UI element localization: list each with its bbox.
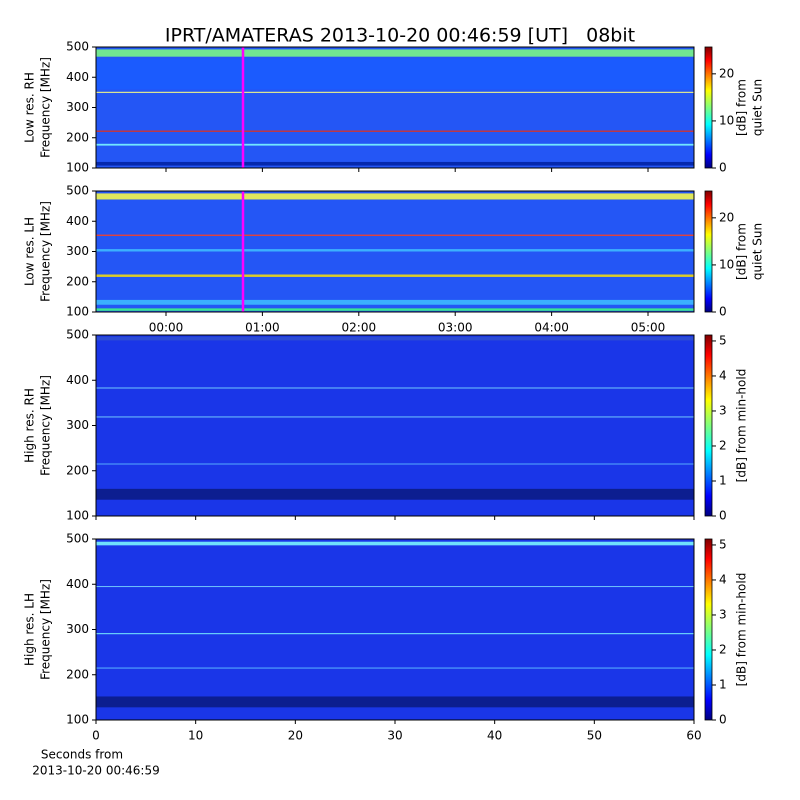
x-tick-label: 20 bbox=[288, 729, 303, 743]
x-tick-label: 05:00 bbox=[631, 321, 666, 335]
spectrogram-band bbox=[96, 667, 694, 669]
colorbar-tick-label: 10 bbox=[719, 113, 734, 127]
colorbar-tick-label: 3 bbox=[719, 403, 727, 417]
colorbar-label: [dB] from bbox=[735, 223, 749, 280]
y-axis-label: High res. LH bbox=[23, 593, 37, 666]
y-tick-label: 200 bbox=[66, 667, 89, 681]
y-tick-label: 300 bbox=[66, 622, 89, 636]
spectrogram-band bbox=[96, 234, 694, 237]
colorbar-tick-label: 0 bbox=[719, 713, 727, 727]
x-tick-label: 02:00 bbox=[342, 321, 377, 335]
colorbar bbox=[704, 538, 713, 721]
colorbar-tick-label: 1 bbox=[719, 473, 727, 487]
colorbar-tick-label: 0 bbox=[719, 305, 727, 319]
colorbar-tick-label: 4 bbox=[719, 368, 727, 382]
x-tick-label: 60 bbox=[686, 729, 701, 743]
x-tick-label: 03:00 bbox=[438, 321, 473, 335]
colorbar bbox=[704, 334, 713, 517]
y-tick-label: 200 bbox=[66, 130, 89, 144]
colorbar-tick-label: 10 bbox=[719, 257, 734, 271]
y-tick-label: 300 bbox=[66, 418, 89, 432]
x-axis-label: 2013-10-20 00:46:59 bbox=[32, 764, 159, 778]
y-tick-label: 500 bbox=[66, 532, 89, 546]
x-tick-label: 30 bbox=[387, 729, 402, 743]
y-tick-label: 500 bbox=[66, 184, 89, 198]
y-axis-label: Low res. LH bbox=[23, 217, 37, 286]
y-axis-label: Frequency [MHz] bbox=[39, 375, 53, 476]
y-tick-label: 400 bbox=[66, 373, 89, 387]
spectrogram-band bbox=[96, 299, 694, 305]
colorbar-tick-label: 2 bbox=[719, 642, 727, 656]
x-tick-label: 01:00 bbox=[245, 321, 280, 335]
y-tick-label: 400 bbox=[66, 70, 89, 84]
chart-title: IPRT/AMATERAS 2013-10-20 00:46:59 [UT] 0… bbox=[165, 25, 635, 47]
y-axis-label: Frequency [MHz] bbox=[39, 201, 53, 302]
x-tick-label: 00:00 bbox=[149, 321, 184, 335]
colorbar-label: [dB] from bbox=[735, 79, 749, 136]
y-tick-label: 300 bbox=[66, 100, 89, 114]
spectrogram-band bbox=[96, 488, 694, 500]
y-tick-label: 400 bbox=[66, 214, 89, 228]
spectrogram-band bbox=[96, 463, 694, 465]
y-axis-label: Low res. RH bbox=[23, 72, 37, 143]
y-tick-label: 100 bbox=[66, 509, 89, 523]
colorbar-tick-label: 2 bbox=[719, 438, 727, 452]
spectrogram bbox=[96, 539, 694, 720]
y-axis-label: High res. RH bbox=[23, 388, 37, 463]
spectrogram-band bbox=[96, 59, 694, 90]
colorbar-tick-label: 20 bbox=[719, 210, 734, 224]
spectrogram-band bbox=[96, 91, 694, 93]
spectrogram-band bbox=[96, 161, 694, 166]
x-tick-label: 50 bbox=[587, 729, 602, 743]
colorbar-label: quiet Sun bbox=[751, 79, 765, 136]
colorbar-tick-label: 4 bbox=[719, 572, 727, 586]
y-tick-label: 300 bbox=[66, 244, 89, 258]
colorbar-tick-label: 5 bbox=[719, 333, 727, 347]
spectrogram-band bbox=[96, 696, 694, 708]
colorbar-label: [dB] from min-hold bbox=[735, 369, 749, 483]
y-axis-label: Frequency [MHz] bbox=[39, 579, 53, 680]
y-tick-label: 400 bbox=[66, 577, 89, 591]
spectrogram-band bbox=[96, 308, 694, 311]
spectrogram-band bbox=[96, 49, 694, 57]
colorbar bbox=[704, 190, 713, 313]
colorbar-tick-label: 5 bbox=[719, 537, 727, 551]
x-axis-label: Seconds from bbox=[41, 748, 123, 762]
colorbar-tick-label: 0 bbox=[719, 161, 727, 175]
colorbar-tick-label: 20 bbox=[719, 66, 734, 80]
colorbar-tick-label: 3 bbox=[719, 607, 727, 621]
y-tick-label: 100 bbox=[66, 713, 89, 727]
y-tick-label: 100 bbox=[66, 161, 89, 175]
spectrogram bbox=[96, 335, 694, 516]
spectrogram-band bbox=[96, 541, 694, 546]
colorbar-label: quiet Sun bbox=[751, 223, 765, 280]
spectrogram-band bbox=[96, 193, 694, 200]
x-tick-label: 40 bbox=[487, 729, 502, 743]
colorbar bbox=[704, 46, 713, 169]
spectrogram-band bbox=[96, 249, 694, 252]
y-tick-label: 100 bbox=[66, 305, 89, 319]
colorbar-label: [dB] from min-hold bbox=[735, 573, 749, 687]
spectrogram-band bbox=[96, 416, 694, 418]
y-tick-label: 500 bbox=[66, 40, 89, 54]
colorbar-tick-label: 0 bbox=[719, 509, 727, 523]
spectrogram-band bbox=[96, 130, 694, 132]
spectrogram-band bbox=[96, 387, 694, 389]
spectrogram-band bbox=[96, 336, 694, 341]
spectrogram-band bbox=[96, 586, 694, 588]
y-tick-label: 500 bbox=[66, 328, 89, 342]
x-tick-label: 04:00 bbox=[534, 321, 569, 335]
y-tick-label: 200 bbox=[66, 463, 89, 477]
spectrogram-band bbox=[96, 633, 694, 635]
x-tick-label: 0 bbox=[92, 729, 100, 743]
colorbar-tick-label: 1 bbox=[719, 677, 727, 691]
x-tick-label: 10 bbox=[188, 729, 203, 743]
y-axis-label: Frequency [MHz] bbox=[39, 57, 53, 158]
y-tick-label: 200 bbox=[66, 274, 89, 288]
spectrogram-band bbox=[96, 274, 694, 277]
spectrogram-band bbox=[96, 143, 694, 146]
